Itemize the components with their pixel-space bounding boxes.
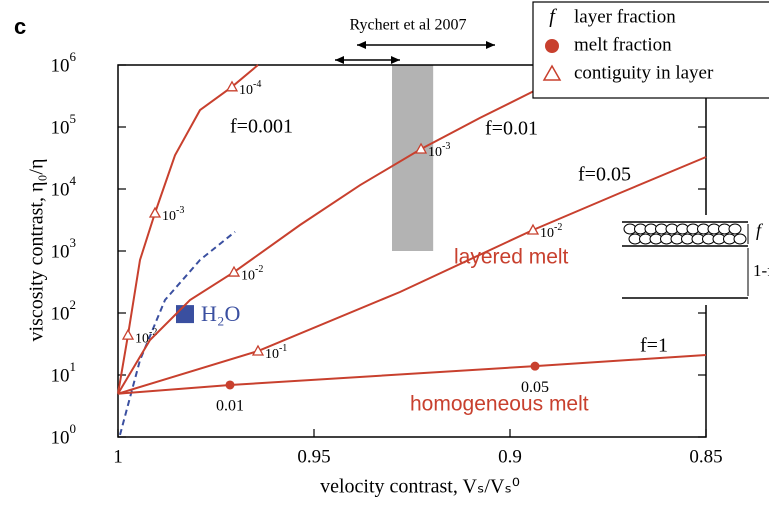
legend-dot bbox=[545, 39, 559, 53]
y-tick-label: 102 bbox=[51, 297, 77, 324]
chart: c velocity contrast, Vₛ/Vₛ⁰ viscosity co… bbox=[0, 0, 769, 520]
marker-exponent: -2 bbox=[255, 264, 263, 275]
x-tick-label: 0.95 bbox=[297, 446, 330, 467]
y-tick-exponent: 0 bbox=[70, 421, 77, 436]
y-tick-exponent: 3 bbox=[70, 235, 77, 250]
marker-exponent: -3 bbox=[442, 141, 450, 152]
marker-exponent: -2 bbox=[554, 222, 562, 233]
x-tick-label: 0.9 bbox=[498, 446, 522, 467]
h2o-label: H₂O bbox=[201, 301, 240, 326]
x-axis-label: velocity contrast, Vₛ/Vₛ⁰ bbox=[320, 476, 520, 498]
dot-label: 0.01 bbox=[216, 398, 244, 415]
y-axis-label: viscosity contrast, η₀/η bbox=[26, 159, 48, 342]
inset-grain bbox=[734, 234, 746, 244]
inset-grain bbox=[729, 224, 741, 234]
curve-label: f=0.01 bbox=[485, 118, 538, 140]
contiguity-marker bbox=[150, 208, 160, 217]
h2o-point bbox=[176, 305, 194, 323]
legend-label: contiguity in layer bbox=[574, 62, 714, 83]
legend-label: melt fraction bbox=[574, 34, 672, 55]
x-tick-label: 0.85 bbox=[689, 446, 722, 467]
marker-exponent: -3 bbox=[176, 205, 184, 216]
y-tick-exponent: 5 bbox=[70, 111, 77, 126]
y-tick-exponent: 6 bbox=[70, 49, 77, 64]
layered-melt-label: layered melt bbox=[454, 246, 569, 269]
inset-bottom-label: 1-f bbox=[753, 261, 769, 280]
curve-label: f=0.001 bbox=[230, 116, 293, 138]
y-tick-label: 105 bbox=[51, 111, 77, 138]
marker-label: 10-2 bbox=[241, 264, 263, 283]
panel-label: c bbox=[14, 14, 26, 39]
melt-fraction-dot bbox=[531, 362, 540, 371]
homogeneous-melt-label: homogeneous melt bbox=[410, 393, 589, 416]
curve bbox=[118, 88, 540, 394]
legend-label: layer fraction bbox=[574, 6, 676, 27]
marker-label: 10-4 bbox=[239, 79, 261, 98]
y-tick-label: 103 bbox=[51, 235, 77, 262]
y-tick-label: 100 bbox=[51, 421, 77, 448]
observation-band bbox=[392, 65, 433, 251]
melt-fraction-dot bbox=[225, 380, 234, 389]
y-tick-exponent: 2 bbox=[70, 297, 77, 312]
curve-label: f=1 bbox=[640, 335, 668, 357]
marker-exponent: -1 bbox=[279, 343, 287, 354]
contiguity-marker bbox=[123, 330, 133, 339]
rychert-label: Rychert et al 2007 bbox=[349, 17, 466, 34]
y-tick-exponent: 1 bbox=[70, 359, 77, 374]
y-tick-exponent: 4 bbox=[70, 173, 77, 188]
marker-label: 10-3 bbox=[162, 205, 184, 224]
marker-exponent: -4 bbox=[253, 79, 261, 90]
x-tick-label: 1 bbox=[113, 446, 123, 467]
y-tick-label: 101 bbox=[51, 359, 77, 386]
curve-label: f=0.05 bbox=[578, 164, 631, 186]
page: {"chart_data": { "type": "line", "panel_… bbox=[0, 0, 769, 520]
y-tick-label: 104 bbox=[51, 173, 77, 200]
curve bbox=[118, 355, 706, 394]
y-tick-label: 106 bbox=[51, 49, 77, 76]
